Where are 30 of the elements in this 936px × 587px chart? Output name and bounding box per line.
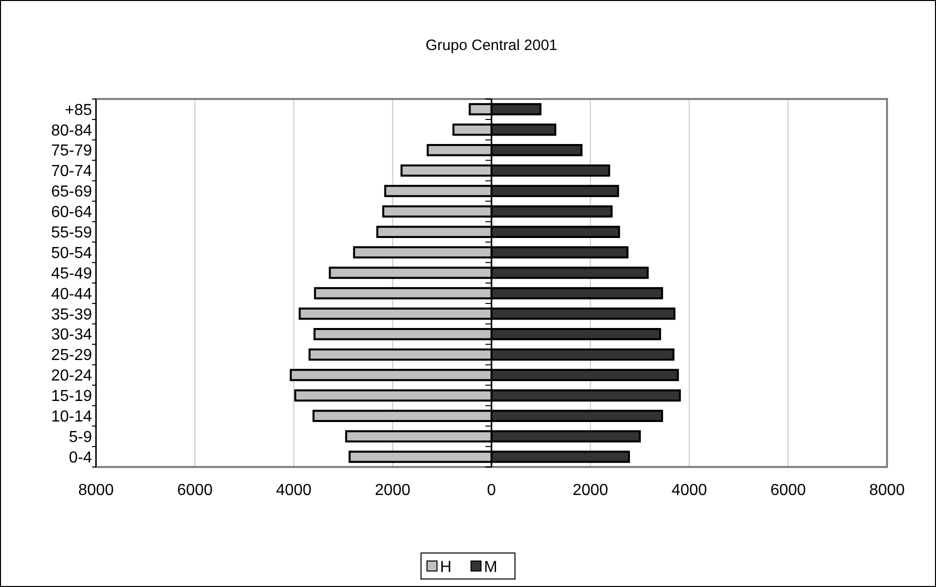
y-tick-label: 5-9 — [68, 428, 92, 446]
y-tick-label: 60-64 — [51, 204, 92, 222]
x-tick-label: 8000 — [869, 482, 905, 499]
legend-label: H — [440, 559, 452, 576]
y-tick-label: 0-4 — [68, 449, 92, 466]
x-tick-label: 4000 — [276, 482, 312, 499]
y-tick-label: 75-79 — [51, 142, 92, 160]
legend-label: M — [484, 559, 498, 576]
y-tick-label: 55-59 — [51, 224, 92, 242]
y-tick-label: 80-84 — [51, 122, 92, 140]
y-tick-label: 25-29 — [51, 347, 92, 364]
y-tick-label: 35-39 — [51, 306, 92, 324]
x-tick-label: 6000 — [177, 482, 213, 499]
chart-title: Grupo Central 2001 — [426, 37, 558, 54]
x-tick-label: 2000 — [374, 482, 411, 499]
y-tick-label: 20-24 — [51, 368, 92, 385]
y-tick-label: 15-19 — [51, 388, 92, 406]
x-tick-label: 6000 — [770, 482, 806, 499]
y-tick-label: +85 — [64, 102, 92, 119]
y-tick-label: 40-44 — [51, 286, 92, 303]
x-tick-label: 8000 — [78, 482, 114, 499]
y-tick-label: 70-74 — [51, 163, 92, 180]
x-tick-label: 0 — [487, 482, 496, 499]
y-tick-label: 45-49 — [51, 265, 92, 282]
y-tick-label: 50-54 — [51, 244, 92, 262]
y-tick-label: 10-14 — [51, 408, 92, 426]
y-tick-label: 65-69 — [51, 184, 92, 201]
x-tick-label: 4000 — [671, 482, 708, 499]
y-tick-label: 30-34 — [51, 326, 92, 344]
x-tick-label: 2000 — [572, 482, 608, 499]
